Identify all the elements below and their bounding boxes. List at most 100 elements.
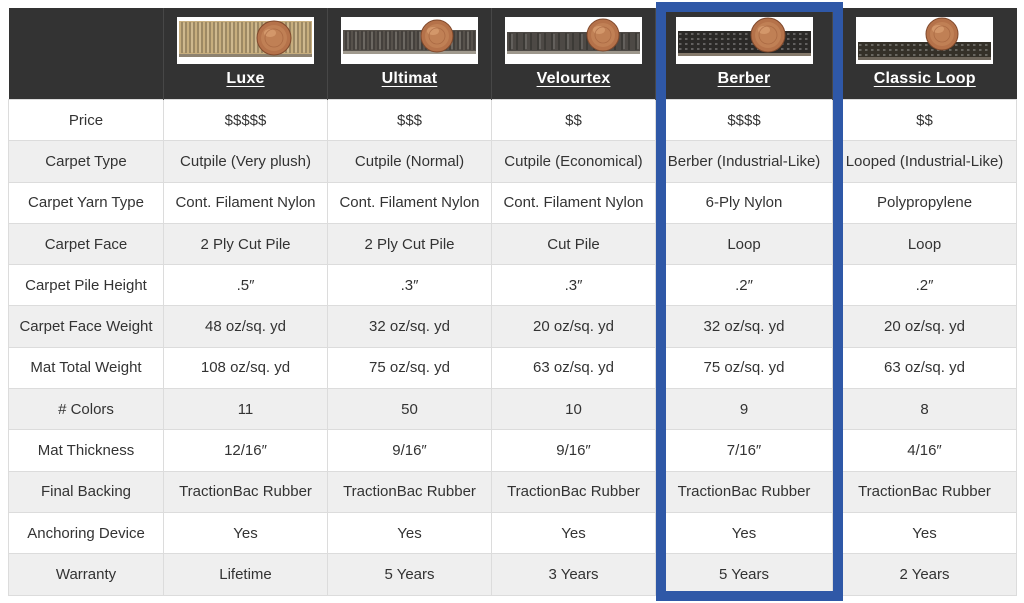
cell-velourtex: Cont. Filament Nylon bbox=[491, 181, 656, 224]
row-label: # Colors bbox=[8, 388, 164, 431]
cell-classic-loop: Polypropylene bbox=[832, 181, 1017, 224]
classic-loop-carpet-penny-photo bbox=[856, 17, 994, 64]
row-label: Carpet Face Weight bbox=[8, 305, 164, 348]
cell-berber: $$$$ bbox=[655, 98, 833, 142]
cell-velourtex: 20 oz/sq. yd bbox=[491, 305, 656, 348]
table-row-warranty: Warranty Lifetime 5 Years 3 Years 5 Years 2 Y… bbox=[8, 553, 1017, 596]
cell-velourtex: 63 oz/sq. yd bbox=[491, 346, 656, 390]
cell-berber: 9 bbox=[655, 388, 833, 431]
cell-velourtex: .3″ bbox=[491, 264, 656, 307]
table-row--colors: # Colors 11 50 10 9 8 bbox=[8, 388, 1017, 431]
cell-berber: 32 oz/sq. yd bbox=[655, 305, 833, 348]
cell-ultimat: .3″ bbox=[327, 264, 492, 307]
cell-ultimat: Cutpile (Normal) bbox=[327, 140, 492, 183]
cell-berber: 75 oz/sq. yd bbox=[655, 346, 833, 390]
cell-classic-loop: TractionBac Rubber bbox=[832, 470, 1017, 513]
berber-carpet-penny-photo bbox=[675, 17, 813, 64]
cell-velourtex: Yes bbox=[491, 511, 656, 555]
cell-classic-loop: Looped (Industrial-Like) bbox=[832, 140, 1017, 183]
cell-ultimat: Yes bbox=[327, 511, 492, 555]
cell-luxe: Cutpile (Very plush) bbox=[163, 140, 328, 183]
row-label: Carpet Pile Height bbox=[8, 264, 164, 307]
column-title-link-classic-loop[interactable]: Classic Loop bbox=[873, 70, 976, 87]
table-row-anchoring-device: Anchoring Device Yes Yes Yes Yes Yes bbox=[8, 511, 1017, 555]
cell-luxe: Yes bbox=[163, 511, 328, 555]
cell-berber: TractionBac Rubber bbox=[655, 470, 833, 513]
column-title-link-velourtex[interactable]: Velourtex bbox=[536, 70, 611, 87]
ultimat-carpet-penny-photo bbox=[341, 17, 478, 64]
row-label: Carpet Type bbox=[8, 140, 164, 183]
cell-ultimat: 32 oz/sq. yd bbox=[327, 305, 492, 348]
cell-classic-loop: Yes bbox=[832, 511, 1017, 555]
table-row-price: Price $$$$$ $$$ $$ $$$$ $$ bbox=[8, 98, 1017, 142]
cell-classic-loop: Loop bbox=[832, 222, 1017, 266]
row-label: Carpet Yarn Type bbox=[8, 181, 164, 224]
row-label: Mat Total Weight bbox=[8, 346, 164, 390]
table-row-carpet-face: Carpet Face 2 Ply Cut Pile 2 Ply Cut Pile C… bbox=[8, 222, 1017, 266]
cell-ultimat: Cont. Filament Nylon bbox=[327, 181, 492, 224]
cell-ultimat: 75 oz/sq. yd bbox=[327, 346, 492, 390]
cell-luxe: 12/16″ bbox=[163, 429, 328, 472]
cell-classic-loop: 63 oz/sq. yd bbox=[832, 346, 1017, 390]
cell-ultimat: TractionBac Rubber bbox=[327, 470, 492, 513]
column-title-link-ultimat[interactable]: Ultimat bbox=[381, 70, 438, 87]
cell-ultimat: 2 Ply Cut Pile bbox=[327, 222, 492, 266]
cell-ultimat: $$$ bbox=[327, 98, 492, 142]
table-header: Luxe Ultimat Velourtex Berber Classic Lo… bbox=[8, 8, 1017, 100]
luxe-carpet-penny-photo bbox=[177, 17, 314, 64]
cell-luxe: .5″ bbox=[163, 264, 328, 307]
column-header-ultimat: Ultimat bbox=[327, 8, 492, 100]
comparison-table-wrap: Luxe Ultimat Velourtex Berber Classic Lo… bbox=[8, 8, 1017, 596]
column-header-velourtex: Velourtex bbox=[491, 8, 656, 100]
cell-luxe: 108 oz/sq. yd bbox=[163, 346, 328, 390]
corner-cell bbox=[8, 8, 164, 100]
cell-velourtex: 9/16″ bbox=[491, 429, 656, 472]
table-row-carpet-type: Carpet Type Cutpile (Very plush) Cutpile (… bbox=[8, 140, 1017, 183]
cell-berber: 6-Ply Nylon bbox=[655, 181, 833, 224]
cell-luxe: Cont. Filament Nylon bbox=[163, 181, 328, 224]
row-label: Final Backing bbox=[8, 470, 164, 513]
row-label: Mat Thickness bbox=[8, 429, 164, 472]
cell-luxe: $$$$$ bbox=[163, 98, 328, 142]
cell-velourtex: Cutpile (Economical) bbox=[491, 140, 656, 183]
cell-classic-loop: $$ bbox=[832, 98, 1017, 142]
table-row-carpet-face-weight: Carpet Face Weight 48 oz/sq. yd 32 oz/sq. … bbox=[8, 305, 1017, 348]
cell-velourtex: Cut Pile bbox=[491, 222, 656, 266]
cell-luxe: Lifetime bbox=[163, 553, 328, 596]
cell-berber: Berber (Industrial-Like) bbox=[655, 140, 833, 183]
table-body: Price $$$$$ $$$ $$ $$$$ $$ Carpet Type Cutpile … bbox=[8, 98, 1017, 596]
table-row-mat-total-weight: Mat Total Weight 108 oz/sq. yd 75 oz/sq. y… bbox=[8, 346, 1017, 390]
column-header-luxe: Luxe bbox=[163, 8, 328, 100]
cell-luxe: 2 Ply Cut Pile bbox=[163, 222, 328, 266]
cell-luxe: 11 bbox=[163, 388, 328, 431]
cell-berber: .2″ bbox=[655, 264, 833, 307]
cell-velourtex: 10 bbox=[491, 388, 656, 431]
header-row: Luxe Ultimat Velourtex Berber Classic Lo… bbox=[8, 8, 1017, 100]
table-row-carpet-yarn-type: Carpet Yarn Type Cont. Filament Nylon Cont… bbox=[8, 181, 1017, 224]
cell-berber: Yes bbox=[655, 511, 833, 555]
cell-berber: Loop bbox=[655, 222, 833, 266]
cell-velourtex: $$ bbox=[491, 98, 656, 142]
column-title-link-luxe[interactable]: Luxe bbox=[226, 70, 265, 87]
product-comparison-table: Luxe Ultimat Velourtex Berber Classic Lo… bbox=[8, 8, 1017, 596]
row-label: Warranty bbox=[8, 553, 164, 596]
cell-luxe: 48 oz/sq. yd bbox=[163, 305, 328, 348]
column-header-classic-loop: Classic Loop bbox=[832, 8, 1017, 100]
cell-classic-loop: .2″ bbox=[832, 264, 1017, 307]
cell-classic-loop: 4/16″ bbox=[832, 429, 1017, 472]
velourtex-carpet-penny-photo bbox=[505, 17, 642, 64]
cell-classic-loop: 2 Years bbox=[832, 553, 1017, 596]
cell-classic-loop: 8 bbox=[832, 388, 1017, 431]
row-label: Carpet Face bbox=[8, 222, 164, 266]
cell-velourtex: 3 Years bbox=[491, 553, 656, 596]
column-title-link-berber[interactable]: Berber bbox=[717, 70, 771, 87]
table-row-carpet-pile-height: Carpet Pile Height .5″ .3″ .3″ .2″ .2″ bbox=[8, 264, 1017, 307]
cell-berber: 5 Years bbox=[655, 553, 833, 596]
column-header-berber: Berber bbox=[655, 8, 833, 100]
cell-ultimat: 5 Years bbox=[327, 553, 492, 596]
cell-velourtex: TractionBac Rubber bbox=[491, 470, 656, 513]
row-label: Anchoring Device bbox=[8, 511, 164, 555]
cell-luxe: TractionBac Rubber bbox=[163, 470, 328, 513]
row-label: Price bbox=[8, 98, 164, 142]
table-row-final-backing: Final Backing TractionBac Rubber TractionB… bbox=[8, 470, 1017, 513]
